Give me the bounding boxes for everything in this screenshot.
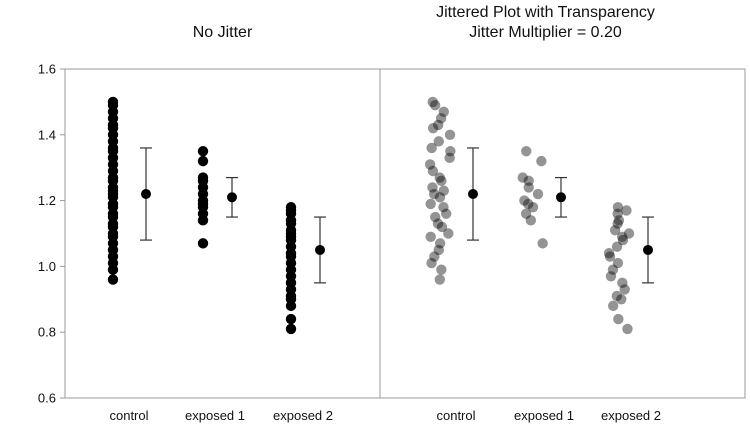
data-point — [436, 221, 448, 233]
data-point — [612, 218, 623, 229]
panel-title: Jitter Multiplier = 0.20 — [469, 24, 622, 41]
data-point — [434, 238, 446, 249]
y-tick-label: 0.6 — [38, 391, 56, 406]
data-point — [612, 201, 624, 213]
data-point — [532, 188, 544, 200]
plot-frame — [64, 68, 746, 399]
data-point — [433, 136, 444, 147]
data-point — [617, 234, 629, 246]
data-point — [604, 251, 616, 262]
data-point — [427, 96, 438, 108]
data-point — [523, 198, 534, 210]
data-point — [617, 231, 628, 242]
data-point — [440, 208, 452, 219]
data-point — [605, 271, 617, 282]
data-point — [433, 244, 444, 256]
data-point — [438, 106, 449, 117]
data-point — [427, 123, 439, 134]
data-point — [107, 274, 119, 285]
data-point — [432, 218, 444, 229]
data-point — [613, 215, 625, 226]
mean-point — [227, 192, 237, 203]
panel-title: No Jitter — [193, 24, 253, 41]
data-point — [611, 290, 623, 302]
data-point — [426, 257, 437, 269]
data-point — [523, 182, 534, 193]
x-category-label: exposed 1 — [514, 408, 574, 423]
data-point — [607, 264, 619, 275]
data-point — [609, 225, 621, 236]
data-point — [621, 205, 632, 216]
y-tick-label: 1.0 — [38, 259, 56, 274]
data-point — [285, 201, 297, 213]
data-point — [434, 274, 445, 285]
data-point — [425, 231, 436, 242]
data-point — [424, 159, 436, 170]
data-point — [427, 165, 439, 177]
data-point — [435, 113, 447, 124]
data-point — [603, 248, 615, 259]
y-tick-label: 1.4 — [38, 127, 56, 142]
data-point — [430, 211, 441, 223]
data-point — [521, 146, 532, 157]
panel-title: Jittered Plot with Transparency — [436, 4, 655, 21]
data-point — [285, 323, 297, 335]
data-point — [434, 172, 445, 183]
x-category-label: exposed 2 — [601, 408, 661, 423]
data-point — [445, 146, 456, 157]
data-point — [536, 155, 547, 167]
data-point — [197, 146, 209, 157]
data-point — [612, 257, 624, 269]
data-point — [519, 195, 530, 206]
data-point — [197, 155, 209, 167]
data-point — [427, 182, 438, 193]
x-category-label: exposed 2 — [273, 408, 333, 423]
data-point — [622, 323, 633, 335]
data-point — [612, 208, 623, 219]
data-point — [623, 228, 635, 239]
mean-point — [315, 244, 325, 255]
mean-point — [556, 192, 566, 203]
y-tick-label: 1.2 — [38, 193, 56, 208]
data-point — [523, 175, 534, 187]
y-tick-label: 0.8 — [38, 325, 56, 340]
data-point — [617, 277, 628, 289]
data-point — [425, 198, 436, 210]
data-point — [438, 185, 449, 196]
data-point — [611, 241, 623, 252]
y-tick-label: 1.6 — [38, 62, 56, 77]
mean-point — [468, 189, 478, 200]
data-point — [444, 129, 456, 140]
x-category-label: exposed 1 — [185, 408, 245, 423]
data-point — [438, 201, 449, 213]
data-point — [444, 152, 455, 164]
data-point — [426, 142, 437, 154]
data-point — [429, 251, 440, 262]
data-point — [527, 201, 539, 213]
data-point — [443, 228, 454, 239]
data-point — [520, 208, 532, 219]
x-category-label: control — [109, 408, 148, 423]
data-point — [537, 238, 548, 249]
data-point — [197, 172, 209, 183]
data-point — [434, 192, 446, 203]
data-point — [607, 300, 619, 312]
data-point — [525, 215, 537, 226]
data-point — [517, 172, 528, 183]
data-point — [285, 313, 297, 325]
data-point — [613, 313, 624, 325]
mean-point — [141, 189, 151, 200]
data-point — [429, 99, 441, 111]
data-point — [107, 96, 119, 108]
data-point — [197, 238, 209, 249]
data-point — [433, 119, 444, 131]
data-point — [428, 188, 440, 200]
data-point — [436, 175, 447, 187]
data-point — [436, 264, 447, 275]
data-point — [619, 284, 630, 295]
x-category-label: control — [436, 408, 475, 423]
mean-point — [643, 244, 653, 255]
data-point — [616, 294, 627, 305]
